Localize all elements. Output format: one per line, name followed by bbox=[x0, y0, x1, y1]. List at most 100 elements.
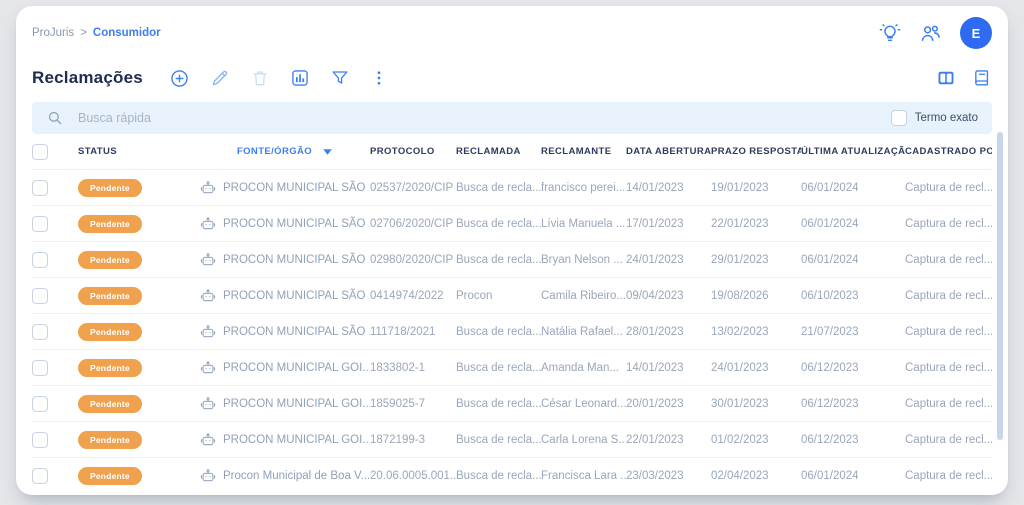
exact-term-checkbox[interactable] bbox=[890, 110, 907, 126]
breadcrumb-current[interactable]: Consumidor bbox=[92, 27, 161, 39]
table-row[interactable]: Pendente PROCON MUNICIPAL SÃO ... 111718… bbox=[32, 314, 992, 350]
table-cell-ultima-atualizacao: 06/01/2024 bbox=[801, 253, 859, 266]
table-cell-prazo-resposta: 13/02/2023 bbox=[711, 325, 769, 338]
table-cell-ultima-atualizacao: 06/01/2024 bbox=[801, 217, 859, 230]
table-cell-reclamada: Busca de recla... bbox=[456, 217, 541, 230]
column-header-fonte-orgao[interactable]: FONTE/ÓRGÃO bbox=[200, 146, 370, 157]
table-header: STATUS FONTE/ÓRGÃO PROTOCOLO RECLAMADA R… bbox=[32, 134, 992, 170]
table-cell-reclamada: Busca de recla... bbox=[456, 253, 541, 266]
status-badge: Pendente bbox=[78, 287, 142, 305]
search-bar: Termo exato bbox=[32, 102, 992, 134]
table-row[interactable]: Pendente PROCON MUNICIPAL GOI... 1872199… bbox=[32, 422, 992, 458]
exact-term-toggle[interactable]: Termo exato bbox=[890, 110, 978, 126]
filter-funnel-button[interactable] bbox=[330, 68, 350, 88]
table-cell-reclamada: Busca de recla... bbox=[456, 433, 541, 446]
table-row[interactable]: Pendente PROCON MUNICIPAL SÃO ... 02537/… bbox=[32, 170, 992, 206]
page-title: Reclamações bbox=[32, 68, 143, 87]
fonte-orgao-text: PROCON MUNICIPAL GOI... bbox=[223, 361, 370, 374]
breadcrumb-root[interactable]: ProJuris bbox=[32, 27, 75, 39]
status-badge: Pendente bbox=[78, 215, 142, 233]
table-cell-reclamada: Procon bbox=[456, 289, 493, 302]
column-header-reclamada[interactable]: RECLAMADA bbox=[456, 146, 521, 157]
table-cell-reclamante: Bryan Nelson ... bbox=[541, 253, 623, 266]
table-cell-cadastrado-por: Captura de recl... bbox=[905, 397, 992, 410]
robot-icon bbox=[200, 468, 216, 484]
table-cell-fonte-orgao: PROCON MUNICIPAL SÃO ... bbox=[200, 216, 370, 232]
table-cell-prazo-resposta: 24/01/2023 bbox=[711, 361, 769, 374]
table-cell-protocolo: 111718/2021 bbox=[370, 325, 436, 338]
table-cell-protocolo: 1833802-1 bbox=[370, 361, 425, 374]
table-cell-cadastrado-por: Captura de recl... bbox=[905, 253, 992, 266]
column-header-data-abertura[interactable]: DATA ABERTURA bbox=[626, 146, 711, 157]
row-checkbox[interactable] bbox=[32, 287, 48, 304]
table-cell-reclamante: César Leonard... bbox=[541, 397, 626, 410]
select-all-checkbox[interactable] bbox=[32, 143, 48, 160]
sort-desc-icon[interactable] bbox=[322, 148, 333, 156]
more-kebab-button[interactable] bbox=[370, 69, 388, 87]
status-badge: Pendente bbox=[78, 179, 142, 197]
table-cell-fonte-orgao: PROCON MUNICIPAL GOI... bbox=[200, 432, 370, 448]
table-cell-prazo-resposta: 01/02/2023 bbox=[711, 433, 769, 446]
row-checkbox[interactable] bbox=[32, 251, 48, 268]
table-cell-protocolo: 1872199-3 bbox=[370, 433, 425, 446]
book-view-button[interactable] bbox=[972, 68, 992, 88]
table-cell-prazo-resposta: 19/01/2023 bbox=[711, 181, 769, 194]
row-checkbox[interactable] bbox=[32, 215, 48, 232]
table-cell-cadastrado-por: Captura de recl... bbox=[905, 289, 992, 302]
column-header-prazo-resposta[interactable]: PRAZO RESPOSTA bbox=[711, 146, 801, 157]
table-cell-reclamante: Camila Ribeiro... bbox=[541, 289, 626, 302]
robot-icon bbox=[200, 360, 216, 376]
column-header-reclamante[interactable]: RECLAMANTE bbox=[541, 146, 612, 157]
fonte-orgao-text: PROCON MUNICIPAL GOI... bbox=[223, 433, 370, 446]
column-header-protocolo[interactable]: PROTOCOLO bbox=[370, 146, 435, 157]
table-cell-prazo-resposta: 30/01/2023 bbox=[711, 397, 769, 410]
table-cell-prazo-resposta: 22/01/2023 bbox=[711, 217, 769, 230]
row-checkbox[interactable] bbox=[32, 323, 48, 340]
column-header-ultima-atualizacao[interactable]: ÚLTIMA ATUALIZAÇÃO bbox=[801, 146, 905, 157]
top-bar: ProJuris > Consumidor bbox=[32, 6, 992, 54]
table-cell-fonte-orgao: Procon Municipal de Boa V... bbox=[200, 468, 370, 484]
lightbulb-tips-icon[interactable] bbox=[879, 22, 901, 44]
toolbar: Reclamações bbox=[32, 62, 992, 94]
add-button[interactable] bbox=[169, 68, 190, 89]
columns-view-button[interactable] bbox=[936, 68, 956, 88]
table-cell-reclamada: Busca de recla... bbox=[456, 325, 541, 338]
users-icon[interactable] bbox=[919, 22, 942, 45]
delete-trash-button[interactable] bbox=[250, 68, 270, 88]
search-input[interactable] bbox=[76, 110, 879, 126]
app-card: ProJuris > Consumidor bbox=[16, 6, 1008, 495]
table-cell-cadastrado-por: Captura de recl... bbox=[905, 181, 992, 194]
table-row[interactable]: Pendente PROCON MUNICIPAL GOI... 1859025… bbox=[32, 386, 992, 422]
vertical-scrollbar[interactable] bbox=[997, 132, 1003, 440]
table-cell-data-abertura: 22/01/2023 bbox=[626, 433, 684, 446]
table-cell-protocolo: 02706/2020/CIP bbox=[370, 217, 454, 230]
status-badge: Pendente bbox=[78, 431, 142, 449]
row-checkbox[interactable] bbox=[32, 431, 48, 448]
table-cell-fonte-orgao: PROCON MUNICIPAL GOI... bbox=[200, 396, 370, 412]
row-checkbox[interactable] bbox=[32, 359, 48, 376]
table-cell-status: Pendente bbox=[78, 430, 200, 449]
table-cell-fonte-orgao: PROCON MUNICIPAL SÃO ... bbox=[200, 252, 370, 268]
robot-icon bbox=[200, 216, 216, 232]
table-row[interactable]: Pendente PROCON MUNICIPAL GOI... 1833802… bbox=[32, 350, 992, 386]
table-row[interactable]: Pendente Procon Municipal de Boa V... 20… bbox=[32, 458, 992, 493]
edit-pencil-button[interactable] bbox=[210, 68, 230, 88]
table-row[interactable]: Pendente PROCON MUNICIPAL SÃO ... 02980/… bbox=[32, 242, 992, 278]
row-checkbox[interactable] bbox=[32, 395, 48, 412]
table-body: Pendente PROCON MUNICIPAL SÃO ... 02537/… bbox=[32, 170, 992, 493]
table-cell-protocolo: 0414974/2022 bbox=[370, 289, 444, 302]
table-row[interactable]: Pendente PROCON MUNICIPAL SÃO ... 041497… bbox=[32, 278, 992, 314]
avatar[interactable]: E bbox=[960, 17, 992, 49]
table-cell-ultima-atualizacao: 21/07/2023 bbox=[801, 325, 859, 338]
row-checkbox[interactable] bbox=[32, 467, 48, 484]
table-cell-status: Pendente bbox=[78, 466, 200, 485]
table-cell-cadastrado-por: Captura de recl... bbox=[905, 361, 992, 374]
table-cell-reclamante: francisco perei... bbox=[541, 181, 626, 194]
robot-icon bbox=[200, 288, 216, 304]
table-row[interactable]: Pendente PROCON MUNICIPAL SÃO ... 02706/… bbox=[32, 206, 992, 242]
row-checkbox[interactable] bbox=[32, 179, 48, 196]
chart-button[interactable] bbox=[290, 68, 310, 88]
column-header-status[interactable]: STATUS bbox=[78, 146, 117, 157]
column-header-cadastrado-por[interactable]: CADASTRADO POR bbox=[905, 146, 992, 157]
